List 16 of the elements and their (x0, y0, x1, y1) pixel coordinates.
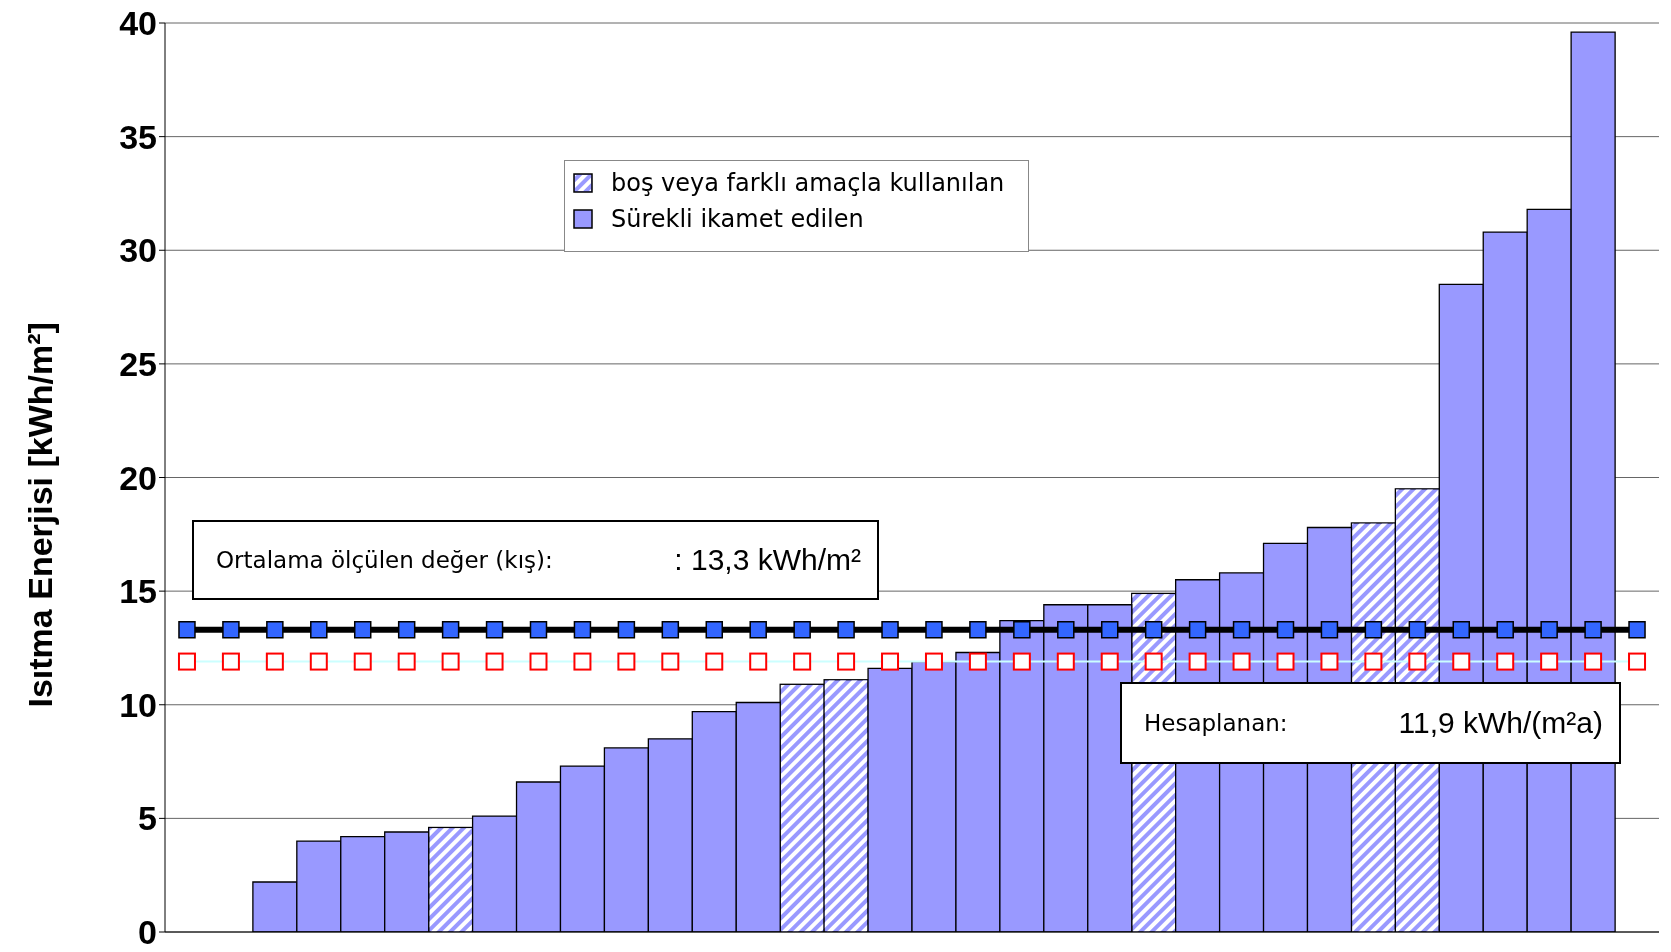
y-axis-title: Isıtma Enerjisi [kWh/m²] (21, 322, 60, 708)
legend-label: Sürekli ikamet edilen (611, 204, 864, 235)
annotation: : 13,3 kWh/m² (674, 543, 861, 577)
y-tick-label: 0 (138, 913, 157, 952)
y-tick-label: 30 (119, 231, 157, 270)
y-tick-label: 5 (138, 799, 157, 838)
y-tick-label: 10 (119, 685, 157, 724)
annotation: Hesaplanan: (1144, 710, 1288, 736)
y-tick-label: 20 (119, 458, 157, 497)
y-tick-label: 40 (119, 4, 157, 43)
annotation: 11,9 kWh/(m²a) (1398, 706, 1603, 740)
y-tick-label: 15 (119, 572, 157, 611)
y-tick-label: 25 (119, 344, 157, 383)
legend-label: boş veya farklı amaçla kullanılan (611, 168, 1005, 199)
y-tick-label: 35 (119, 117, 157, 156)
annotation: Ortalama ölçülen değer (kış): (216, 547, 553, 573)
